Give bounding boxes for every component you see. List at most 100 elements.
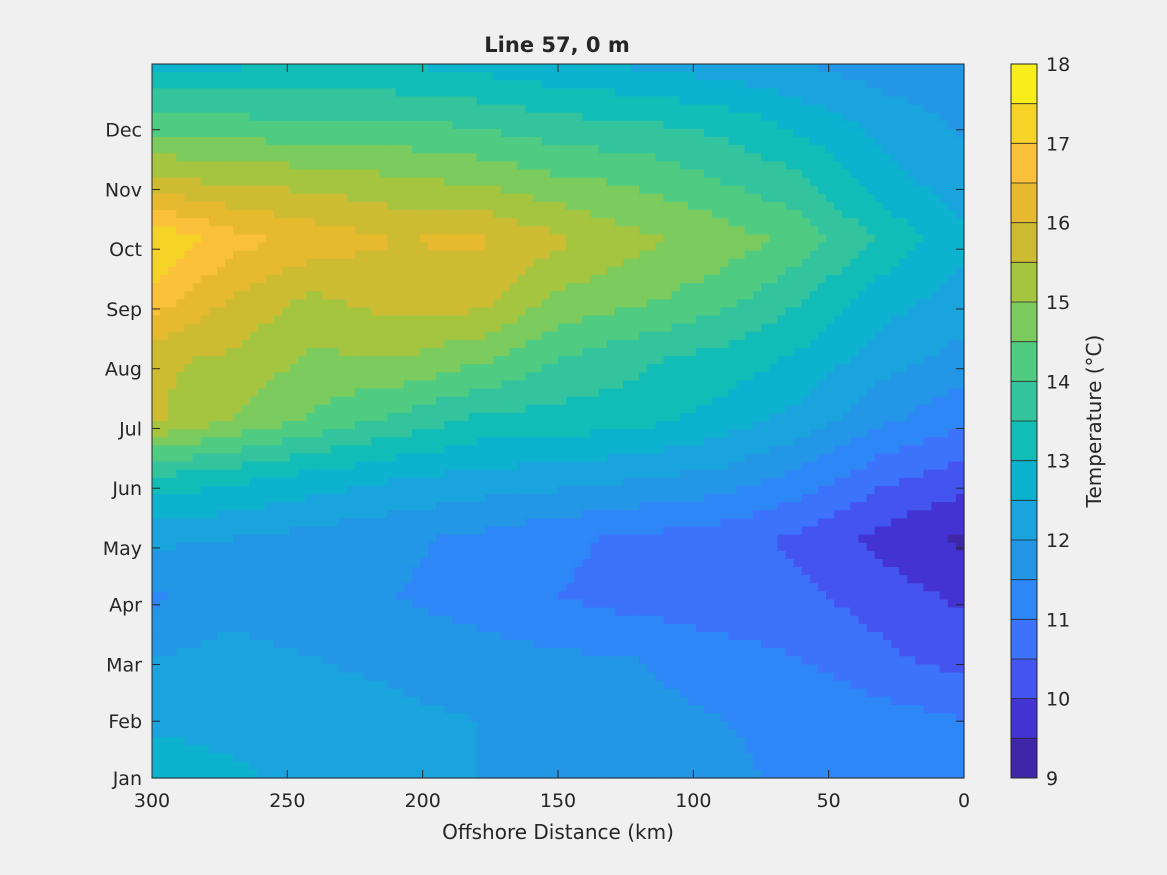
contour-cell — [777, 185, 786, 195]
contour-cell — [939, 445, 949, 455]
contour-cell — [882, 307, 892, 317]
contour-cell — [866, 421, 876, 430]
contour-cell — [809, 372, 819, 382]
contour-cell — [663, 161, 673, 171]
contour-cell — [428, 364, 437, 373]
contour-cell — [752, 266, 762, 276]
contour-cell — [947, 250, 957, 260]
contour-cell — [363, 258, 372, 268]
contour-cell — [444, 461, 454, 471]
contour-cell — [606, 128, 616, 138]
contour-cell — [411, 120, 421, 130]
contour-cell — [249, 153, 259, 162]
contour-cell — [517, 412, 527, 422]
contour-cell — [241, 177, 251, 187]
contour-cell — [882, 274, 892, 284]
contour-cell — [939, 258, 949, 268]
contour-cell — [769, 80, 778, 89]
contour-cell — [598, 274, 608, 284]
contour-cell — [639, 421, 648, 430]
contour-cell — [801, 347, 811, 357]
contour-cell — [566, 339, 575, 349]
contour-cell — [541, 291, 551, 300]
contour-cell — [363, 210, 372, 219]
contour-cell — [606, 226, 616, 235]
contour-cell — [931, 274, 941, 284]
contour-cell — [233, 250, 242, 260]
contour-cell — [363, 356, 372, 365]
contour-cell — [931, 372, 941, 382]
contour-cell — [696, 201, 705, 211]
contour-cell — [899, 64, 908, 73]
contour-cell — [663, 461, 673, 471]
contour-cell — [598, 72, 608, 81]
contour-cell — [858, 307, 868, 317]
contour-cell — [476, 364, 486, 373]
contour-cell — [679, 356, 689, 365]
contour-cell — [566, 153, 575, 162]
contour-cell — [769, 242, 778, 252]
contour-cell — [509, 315, 518, 325]
contour-cell — [590, 218, 600, 227]
contour-cell — [379, 437, 389, 446]
contour-cell — [476, 80, 486, 89]
contour-cell — [493, 347, 502, 357]
contour-cell — [355, 412, 364, 422]
contour-cell — [257, 274, 267, 284]
contour-cell — [176, 307, 186, 317]
contour-cell — [882, 461, 892, 471]
contour-cell — [225, 72, 234, 81]
contour-cell — [241, 104, 251, 114]
contour-cell — [216, 201, 226, 211]
contour-cell — [330, 80, 340, 89]
contour-cell — [761, 291, 770, 300]
contour-cell — [379, 234, 389, 244]
contour-cell — [793, 64, 803, 73]
contour-cell — [907, 161, 916, 171]
contour-cell — [152, 80, 161, 89]
contour-cell — [923, 226, 933, 235]
contour-cell — [907, 250, 916, 260]
contour-cell — [363, 72, 372, 81]
contour-cell — [752, 445, 762, 455]
contour-cell — [622, 412, 632, 422]
contour-cell — [566, 299, 575, 309]
contour-cell — [379, 250, 389, 260]
contour-cell — [452, 266, 462, 276]
contour-cell — [842, 250, 851, 260]
contour-cell — [955, 145, 965, 154]
contour-cell — [809, 250, 819, 260]
contour-cell — [241, 185, 251, 195]
contour-cell — [655, 388, 665, 398]
contour-cell — [379, 193, 389, 203]
contour-cell — [614, 226, 624, 235]
contour-cell — [225, 112, 234, 122]
contour-cell — [874, 323, 884, 333]
contour-cell — [696, 210, 705, 219]
contour-cell — [899, 120, 908, 130]
contour-cell — [614, 193, 624, 203]
contour-cell — [655, 339, 665, 349]
contour-cell — [866, 96, 876, 106]
contour-cell — [549, 388, 559, 398]
contour-cell — [241, 169, 251, 179]
contour-cell — [233, 234, 242, 244]
contour-cell — [436, 372, 445, 382]
contour-cell — [769, 169, 778, 179]
contour-cell — [631, 104, 640, 114]
contour-cell — [290, 339, 299, 349]
contour-cell — [501, 274, 510, 284]
contour-cell — [330, 104, 340, 114]
contour-cell — [834, 112, 843, 122]
contour-cell — [346, 283, 356, 292]
contour-cell — [298, 412, 307, 422]
contour-cell — [509, 210, 518, 219]
contour-cell — [395, 258, 405, 268]
contour-cell — [834, 461, 843, 471]
contour-cell — [882, 185, 892, 195]
contour-cell — [647, 445, 657, 455]
contour-cell — [647, 88, 657, 98]
contour-cell — [728, 64, 738, 73]
contour-cell — [152, 291, 161, 300]
contour-cell — [460, 339, 470, 349]
